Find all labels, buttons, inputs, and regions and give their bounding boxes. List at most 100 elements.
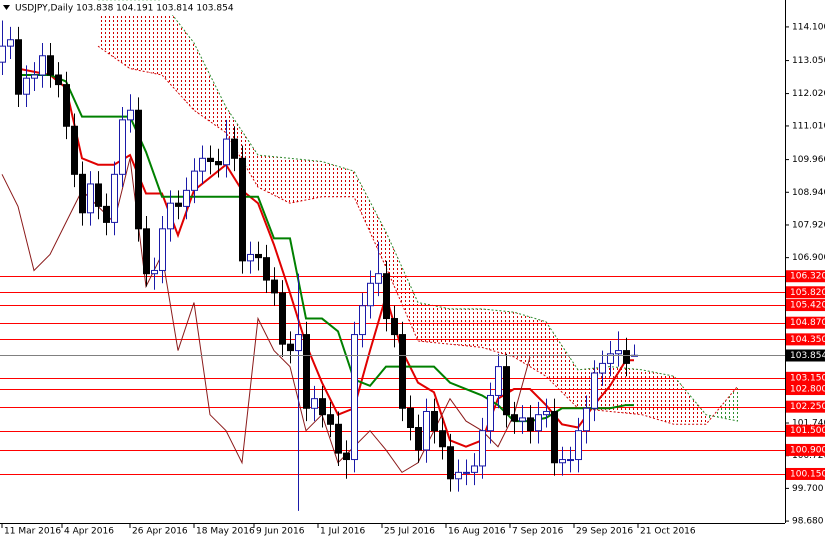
y-tick-label: 106.900 <box>792 253 825 263</box>
candle-body <box>407 407 414 429</box>
x-tick-label: 18 May 2016 <box>196 527 255 537</box>
y-tick-label: 107.920 <box>792 220 825 230</box>
candle-body <box>615 350 622 355</box>
y-tick-label: 109.960 <box>792 155 825 165</box>
level-label: 102.800 <box>790 385 825 395</box>
candle-body <box>167 202 174 230</box>
candle-body <box>103 205 110 223</box>
candle-body <box>479 430 486 467</box>
candle-body <box>311 398 318 409</box>
candle-body <box>319 398 326 416</box>
level-label: 104.350 <box>790 335 825 345</box>
cloud-fill <box>514 312 546 377</box>
candle-body <box>431 410 438 432</box>
y-tick-label: 100.720 <box>792 451 825 461</box>
candle-body <box>599 362 606 374</box>
candle-body <box>247 253 254 262</box>
candle-body <box>63 84 70 127</box>
candle-body <box>159 228 166 271</box>
level-label: 100.900 <box>790 445 825 455</box>
candle-body <box>79 173 86 214</box>
candle-body <box>519 417 526 422</box>
candle-body <box>375 273 382 284</box>
candle-body <box>271 279 278 294</box>
level-label-bg <box>786 333 825 346</box>
cloud-fill <box>322 161 354 197</box>
candle-body <box>471 465 478 473</box>
candle-body <box>415 427 422 451</box>
level-label-bg <box>786 371 825 384</box>
candle-body <box>23 77 30 95</box>
candle-body <box>463 471 470 474</box>
candle-body <box>143 228 150 275</box>
candle-body <box>503 366 510 416</box>
plot <box>0 0 785 511</box>
level-label: 103.150 <box>790 373 825 383</box>
candle-body <box>543 410 550 416</box>
level-label: 102.250 <box>790 402 825 412</box>
candle-body <box>7 39 14 47</box>
candle-body <box>535 414 542 432</box>
x-tick-label: 9 Jun 2016 <box>256 527 305 537</box>
candle-body <box>439 430 446 448</box>
y-tick-label: 108.940 <box>792 188 825 198</box>
y-tick-label: 101.740 <box>792 419 825 429</box>
cloud-fill <box>290 158 322 204</box>
candle-body <box>207 157 214 163</box>
x-tick-label: 7 Sep 2016 <box>512 527 564 537</box>
candle-body <box>327 414 334 425</box>
candle-body <box>567 459 574 462</box>
candle-body <box>47 55 54 76</box>
cloud-fill <box>546 321 578 409</box>
candle-body <box>351 334 358 461</box>
cloud-fill <box>450 308 482 348</box>
candle-body <box>231 138 238 159</box>
level-label-bg <box>786 467 825 480</box>
candle-body <box>135 109 142 230</box>
y-tick-label: 112.020 <box>792 89 825 99</box>
candle-body <box>367 282 374 307</box>
title-bg <box>0 1 232 15</box>
last-price-bg <box>786 349 825 362</box>
candle-body <box>383 273 390 320</box>
candle-body <box>487 394 494 432</box>
candle-body <box>119 119 126 175</box>
candle-body <box>151 269 158 275</box>
candle-body <box>215 161 222 166</box>
x-tick-label: 21 Oct 2016 <box>640 527 696 537</box>
candle-body <box>263 257 270 281</box>
candle-body <box>527 417 534 432</box>
candle-body <box>15 39 22 95</box>
cloud-fill <box>98 1 130 69</box>
level-label: 104.870 <box>790 318 825 328</box>
candle-body <box>495 366 502 396</box>
level-label: 105.420 <box>790 301 825 311</box>
candle-body <box>343 452 350 461</box>
cloud-fill <box>386 232 418 341</box>
level-label: 101.500 <box>790 426 825 436</box>
candle-body <box>199 157 206 172</box>
candle-body <box>0 45 6 63</box>
level-label-bg <box>786 424 825 437</box>
candle-body <box>591 372 598 409</box>
cloud-fill <box>194 42 226 133</box>
chart-title: USDJPY,Daily 103.838 104.191 103.814 103… <box>15 4 234 14</box>
candle-body <box>71 125 78 175</box>
x-tick-label: 4 Apr 2016 <box>64 527 114 537</box>
candle-body <box>399 334 406 409</box>
candle-body <box>423 410 430 451</box>
x-tick-label: 11 Mar 2016 <box>4 527 61 537</box>
candle-body <box>551 410 558 464</box>
level-label: 105.820 <box>790 288 825 298</box>
y-tick-label: 114.100 <box>792 22 825 32</box>
level-label-bg <box>786 400 825 413</box>
candle-body <box>183 189 190 207</box>
x-tick-label: 1 Jul 2016 <box>320 527 365 537</box>
candle-body <box>455 471 462 480</box>
candle-body <box>287 343 294 352</box>
cloud-fill <box>162 1 194 111</box>
candle-body <box>279 292 286 345</box>
icon <box>3 5 10 10</box>
